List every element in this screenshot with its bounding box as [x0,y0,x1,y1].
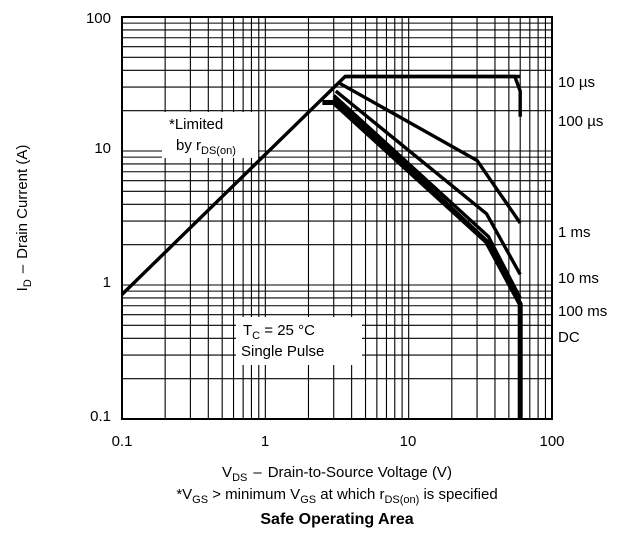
y-tick-label-3: 0.1 [90,408,111,425]
footnote-part2: > minimum V [208,486,300,503]
limited-annotation-line2: by rDS(on) [176,137,236,157]
x-axis-ds-subscript: DS [232,472,247,484]
x-axis-dash: – [253,464,262,481]
x-tick-label-1: 1 [261,433,269,450]
y-tick-label-2: 1 [103,274,111,291]
single-pulse-annotation: Single Pulse [241,343,324,360]
footnote-sub1: GS [192,494,208,506]
tc-annotation: TC = 25 °C [243,322,315,342]
footnote-sub3: DS(on) [384,494,419,506]
series-label-dc: DC [558,329,580,346]
series-label-1ms: 1 ms [558,224,591,241]
x-axis-v-text: V [222,464,232,481]
series-label-10ms: 10 ms [558,270,599,287]
x-axis-label: VDS – Drain-to-Source Voltage (V) [222,464,452,484]
conditions-annotation-bg [236,317,362,365]
label-bg-1ms [556,223,598,241]
series-line-1ms [334,89,522,276]
y-axis-dash: – [14,264,31,273]
tc-value-text: = 25 °C [260,322,315,339]
series-line-dc [322,100,523,419]
series-label-100ms: 100 ms [558,303,607,320]
limited-annotation-bg [162,112,258,158]
y-axis-i-text: I [14,287,31,291]
label-bg-100us [556,112,616,130]
series-label-100us: 100 µs [558,113,603,130]
footnote-part4: is specified [419,486,497,503]
tc-c-subscript: C [252,330,260,342]
label-bg-10ms [556,269,608,287]
series-group [120,74,523,419]
x-tick-label-3: 100 [539,433,564,450]
series-line-10us [345,74,522,117]
label-bg-100ms [556,302,624,320]
footnote-part1: *V [176,486,192,503]
series-label-10us: 10 µs [558,74,595,91]
footnote-part3: at which r [316,486,384,503]
footnote: *VGS > minimum VGS at which rDS(on) is s… [176,486,497,506]
x-axis-text: Drain-to-Source Voltage (V) [268,464,452,481]
footnote-sub2: GS [300,494,316,506]
grid [121,17,552,420]
x-tick-label-0: 0.1 [112,433,133,450]
chart-title: Safe Operating Area [260,511,413,528]
x-tick-label-2: 10 [400,433,417,450]
series-line-10ms [332,94,522,299]
label-bg-dc [556,328,582,346]
y-tick-label-1: 10 [94,140,111,157]
limited-by-r-text: by r [176,137,201,154]
y-axis-text: Drain Current (A) [14,145,31,259]
label-bg-10us [556,73,602,91]
y-axis-d-subscript: D [22,279,34,287]
tc-t-text: T [243,322,252,339]
y-axis-label: ID – Drain Current (A) [14,145,34,292]
limited-annotation-line1: *Limited [169,116,223,133]
y-tick-label-0: 100 [86,10,111,27]
limited-rdson-subscript: DS(on) [201,145,236,157]
series-line-100us [338,81,522,224]
plot-frame [121,16,553,420]
